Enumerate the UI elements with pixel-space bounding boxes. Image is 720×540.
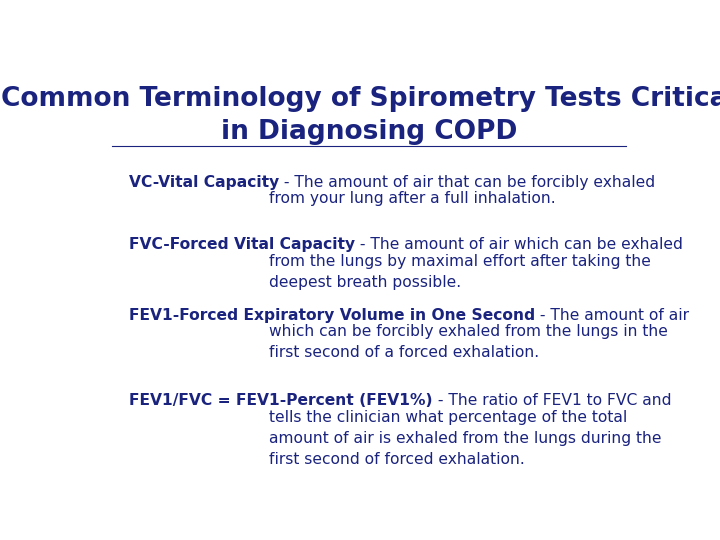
Text: - The amount of air which can be exhaled: - The amount of air which can be exhaled (355, 238, 683, 252)
Text: FEV1/FVC = FEV1-Percent (FEV1%): FEV1/FVC = FEV1-Percent (FEV1%) (129, 393, 433, 408)
Text: tells the clinician what percentage of the total
amount of air is exhaled from t: tells the clinician what percentage of t… (269, 410, 661, 467)
Text: - The amount of air: - The amount of air (535, 308, 689, 323)
Text: from your lung after a full inhalation.: from your lung after a full inhalation. (269, 191, 555, 206)
Text: FEV1-Forced Expiratory Volume in One Second: FEV1-Forced Expiratory Volume in One Sec… (129, 308, 535, 323)
Text: VC-Vital Capacity: VC-Vital Capacity (129, 175, 279, 190)
Text: Common Terminology of Spirometry Tests Critical
in Diagnosing COPD: Common Terminology of Spirometry Tests C… (1, 85, 720, 145)
Text: - The amount of air that can be forcibly exhaled: - The amount of air that can be forcibly… (279, 175, 655, 190)
Text: from the lungs by maximal effort after taking the
deepest breath possible.: from the lungs by maximal effort after t… (269, 254, 650, 290)
Text: FVC-Forced Vital Capacity: FVC-Forced Vital Capacity (129, 238, 355, 252)
Text: - The ratio of FEV1 to FVC and: - The ratio of FEV1 to FVC and (433, 393, 671, 408)
Text: which can be forcibly exhaled from the lungs in the
first second of a forced exh: which can be forcibly exhaled from the l… (269, 325, 667, 361)
